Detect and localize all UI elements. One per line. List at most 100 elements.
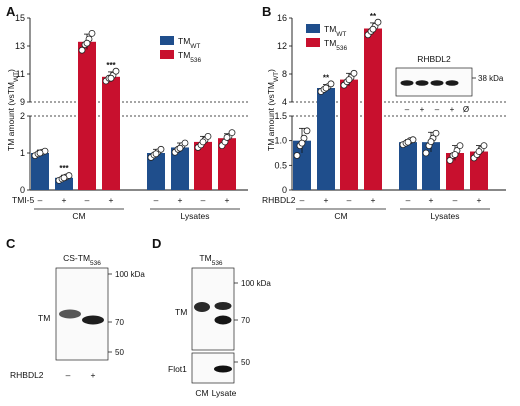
data-point — [480, 142, 488, 150]
blot-rhbdl2: RHBDL2 38 kDa – + – + Ø — [395, 54, 504, 114]
significance-label: ** — [323, 74, 330, 83]
legend-swatch — [160, 50, 174, 59]
y-tick-label: 0 — [20, 185, 25, 195]
y-tick-label: 1 — [20, 148, 25, 158]
y-axis-label: TM amount (vsTMWT) — [266, 69, 280, 151]
bar — [218, 138, 236, 190]
lane-label: Lysate — [212, 388, 237, 398]
y-tick-label: 1.5 — [274, 111, 287, 121]
legend-swatch — [306, 38, 320, 47]
treatment-value: – — [453, 195, 458, 205]
bar — [340, 79, 358, 190]
group-label: Lysates — [431, 211, 460, 221]
data-point — [228, 129, 236, 137]
legend-entry: TMWT — [178, 36, 200, 50]
data-point — [327, 80, 335, 88]
data-point — [78, 46, 86, 54]
y-tick-label: 0 — [282, 185, 287, 195]
data-point — [176, 144, 184, 152]
legend-entry: TMWT — [324, 24, 346, 38]
treatment-value: + — [371, 195, 376, 205]
legend-swatch — [306, 24, 320, 33]
bar — [102, 76, 120, 190]
data-point — [181, 139, 189, 147]
lane-label: + — [420, 105, 425, 114]
bar — [399, 142, 417, 190]
y-tick-label: 1.0 — [274, 136, 287, 146]
significance-label: *** — [106, 61, 116, 70]
bar — [194, 141, 212, 190]
data-point — [152, 150, 160, 158]
data-point — [303, 127, 311, 135]
blot-title: RHBDL2 — [417, 54, 451, 64]
treatment-value: – — [406, 195, 411, 205]
y-tick-label: 4 — [282, 97, 287, 107]
panel-label-b: B — [262, 4, 271, 19]
treatment-value: + — [109, 195, 114, 205]
data-point — [199, 138, 207, 146]
treatment-value: + — [62, 195, 67, 205]
bar — [364, 28, 382, 190]
treatment-value: + — [429, 195, 434, 205]
data-point — [36, 149, 44, 157]
data-point — [107, 74, 115, 82]
data-point — [427, 138, 435, 146]
bar — [317, 88, 335, 190]
group-label: CM — [72, 211, 85, 221]
data-point — [432, 129, 440, 137]
lane-label: CM — [195, 388, 208, 398]
data-point — [350, 69, 358, 77]
legend-swatch — [160, 36, 174, 45]
y-tick-label: 13 — [15, 41, 25, 51]
y-tick-label: 8 — [282, 69, 287, 79]
bar — [147, 153, 165, 190]
data-point — [404, 138, 412, 146]
data-point — [223, 134, 231, 141]
data-point — [204, 132, 212, 140]
lane-label: – — [66, 370, 71, 380]
group-label: CM — [334, 211, 347, 221]
lane-label: – — [405, 105, 410, 114]
band-tm-lane1 — [59, 309, 81, 319]
treatment-value: + — [477, 195, 482, 205]
data-point — [298, 139, 306, 147]
treatment-label: TMI-5 — [12, 195, 34, 205]
lane-label: Ø — [463, 105, 469, 114]
treatment-value: + — [324, 195, 329, 205]
data-point — [446, 156, 454, 164]
treatment-value: + — [225, 195, 230, 205]
data-point — [157, 145, 165, 153]
band-tm-lysate-upper — [214, 302, 232, 310]
y-tick-label: 0.5 — [274, 160, 287, 170]
treatment-value: – — [201, 195, 206, 205]
band-tm-cm — [194, 302, 210, 312]
marker-label: 70 — [115, 318, 124, 327]
marker-label: 100 kDa — [241, 279, 271, 288]
data-point — [293, 152, 301, 159]
band-tm-lane2 — [82, 315, 104, 325]
treatment-value: – — [300, 195, 305, 205]
band-label-flot1: Flot1 — [168, 364, 187, 374]
data-point — [345, 76, 353, 83]
blot-cs-tm536: CS-TM536 TM 100 kDa 70 50 RHBDL2 – + — [10, 253, 145, 380]
marker-label: 50 — [241, 358, 250, 367]
bar — [171, 147, 189, 190]
band — [415, 80, 429, 86]
panel-label-d: D — [152, 236, 161, 251]
data-point — [88, 30, 96, 37]
data-point — [322, 84, 330, 92]
significance-label: ** — [370, 12, 377, 21]
y-tick-label: 9 — [20, 97, 25, 107]
y-tick-label: 12 — [277, 41, 287, 51]
treatment-value: – — [85, 195, 90, 205]
data-point — [422, 149, 430, 157]
lane-label: – — [435, 105, 440, 114]
data-point — [451, 151, 459, 158]
data-point — [456, 142, 464, 150]
treatment-label: RHBDL2 — [262, 195, 296, 205]
band-label: TM — [38, 313, 50, 323]
panel-label-c: C — [6, 236, 16, 251]
data-point — [83, 39, 91, 47]
blot-title: TM536 — [199, 253, 223, 267]
